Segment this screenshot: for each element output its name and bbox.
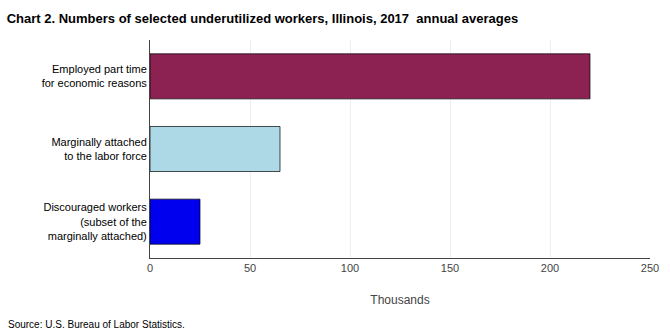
svg-text:200: 200 (541, 262, 559, 274)
svg-text:250: 250 (641, 262, 659, 274)
svg-text:Source: U.S. Bureau of Labor S: Source: U.S. Bureau of Labor Statistics. (8, 319, 185, 330)
svg-text:Discouraged workers(subset of: Discouraged workers(subset of themargina… (43, 201, 147, 242)
svg-text:Marginally attachedto the labo: Marginally attachedto the labor force (51, 136, 146, 162)
svg-text:0: 0 (147, 262, 153, 274)
svg-text:150: 150 (441, 262, 459, 274)
svg-text:Thousands: Thousands (370, 293, 429, 307)
svg-text:Chart 2. Numbers of selected u: Chart 2. Numbers of selected underutiliz… (7, 11, 519, 26)
svg-text:Employed part timefor economic: Employed part timefor economic reasons (42, 63, 148, 89)
svg-text:100: 100 (341, 262, 359, 274)
svg-text:50: 50 (244, 262, 256, 274)
